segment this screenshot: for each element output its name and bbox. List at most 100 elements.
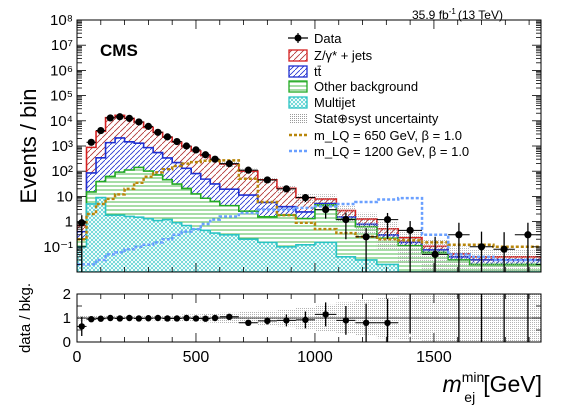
ratio-point [211,314,219,322]
data-point [125,114,133,122]
legend-zjets-label: Z/γ* + jets [314,48,373,63]
data-point [477,243,486,251]
data-point [211,155,219,163]
data-point [301,193,310,202]
data-point [116,113,124,121]
data-point [342,216,350,224]
ratio-point [116,315,124,322]
legend-data-label: Data [314,31,342,46]
legend-multijet-label: Multijet [314,95,356,110]
ratio-y-tick-label: 2 [63,286,71,303]
legend-other-label: Other background [314,79,418,94]
main-x-ticks [76,20,530,272]
x-axis-label: mmin ej [GeV] [443,369,542,405]
ratio-point [384,319,391,326]
data-point [500,245,508,253]
legend-data: Data [288,31,342,46]
ratio-point [107,314,114,322]
data-point [182,142,191,150]
main-y-axis-label: Events / bin [16,89,41,204]
ratio-point [283,317,290,324]
data-point [201,151,210,159]
ratio-y-tick-label: 1 [63,310,71,327]
data-point [87,138,95,146]
legend-uncertainty-label: Stat⊕syst uncertainty [314,111,439,126]
signal-1200-curve [77,196,541,266]
data-points [77,113,541,272]
ratio-point [126,314,133,322]
ratio-point [164,315,171,322]
legend-multijet: Multijet [288,95,356,110]
uncertainty-bin [314,194,337,208]
data-point [106,114,114,122]
legend-signal-1200-label: m_LQ = 1200 GeV, β = 1.0 [314,144,469,159]
ratio-points [77,294,529,342]
ratio-y-ticks: 0 1 2 [63,286,541,351]
ratio-point [97,315,104,322]
x-tick-label: 1500 [416,349,452,366]
uncertainty-bin [86,146,97,149]
legend-other: Other background [288,79,418,94]
ratio-panel: 0 1 2 0 500 1000 1500 data / bkg. mmin ej [GeV] [17,283,542,405]
ratio-point [342,317,350,324]
legend-signal-1200: m_LQ = 1200 GeV, β = 1.0 [289,144,469,159]
y-tick-label: 10⁸ [50,12,73,29]
data-point [431,250,439,258]
y-tick-label: 10⁵ [50,88,73,105]
data-point [163,133,172,141]
data-point [362,233,370,241]
data-point [406,226,414,234]
data-point [192,146,200,154]
ratio-point [183,314,190,322]
data-point [154,128,162,136]
legend-uncertainty: Stat⊕syst uncertainty [289,111,439,126]
main-y-ticks: 10⁻¹ 1 10 10² 10³ 10⁴ 10⁵ 10⁶ 10⁷ 10⁸ [43,12,541,273]
ratio-point [192,315,200,322]
ratio-point [226,313,233,320]
stacked-histograms [77,114,541,272]
data-point [322,205,330,214]
data-point [144,122,152,130]
y-tick-label: 10² [51,163,73,180]
y-tick-label: 10⁴ [50,113,73,130]
ratio-point [202,315,209,322]
data-point [244,166,252,174]
legend-zjets: Z/γ* + jets [288,48,373,63]
multijet-hist [77,196,541,272]
ratio-point [88,316,95,323]
y-tick-label: 1 [65,214,73,231]
ratio-point [245,319,252,326]
ratio-point [145,315,152,322]
main-histogram-panel: 10⁻¹ 1 10 10² 10³ 10⁴ 10⁵ 10⁶ 10⁷ 10⁸ Events / bi… [16,12,542,273]
y-tick-label: 10⁻¹ [43,239,73,256]
y-tick-label: 10⁶ [50,62,73,79]
y-tick-label: 10⁷ [51,37,73,54]
x-tick-label: 500 [183,349,210,366]
data-point [135,118,143,126]
data-point [455,231,463,239]
data-point [383,216,392,224]
ratio-point [135,315,143,322]
data-point [97,126,105,135]
legend-ttbar-label: tt̄ [314,64,322,79]
ratio-point [264,317,271,325]
ratio-point [302,316,309,324]
ratio-point [322,311,329,318]
x-tick-label: 1000 [297,349,333,366]
ratio-y-tick-label: 0 [63,334,71,351]
legend-signal-650: m_LQ = 650 GeV, β = 1.0 [289,128,462,143]
data-point [282,185,290,193]
legend-signal-650-label: m_LQ = 650 GeV, β = 1.0 [314,128,462,143]
x-tick-label: 0 [73,349,82,366]
uncertainty-bin [355,212,377,235]
data-point [225,160,233,168]
ratio-point [362,319,370,326]
data-point [524,231,532,239]
ratio-y-axis-label: data / bkg. [17,283,34,353]
ratio-point [173,315,181,322]
y-tick-label: 10³ [51,138,73,155]
ratio-point [78,323,85,330]
cms-label: CMS [100,41,138,60]
data-point [263,176,271,184]
